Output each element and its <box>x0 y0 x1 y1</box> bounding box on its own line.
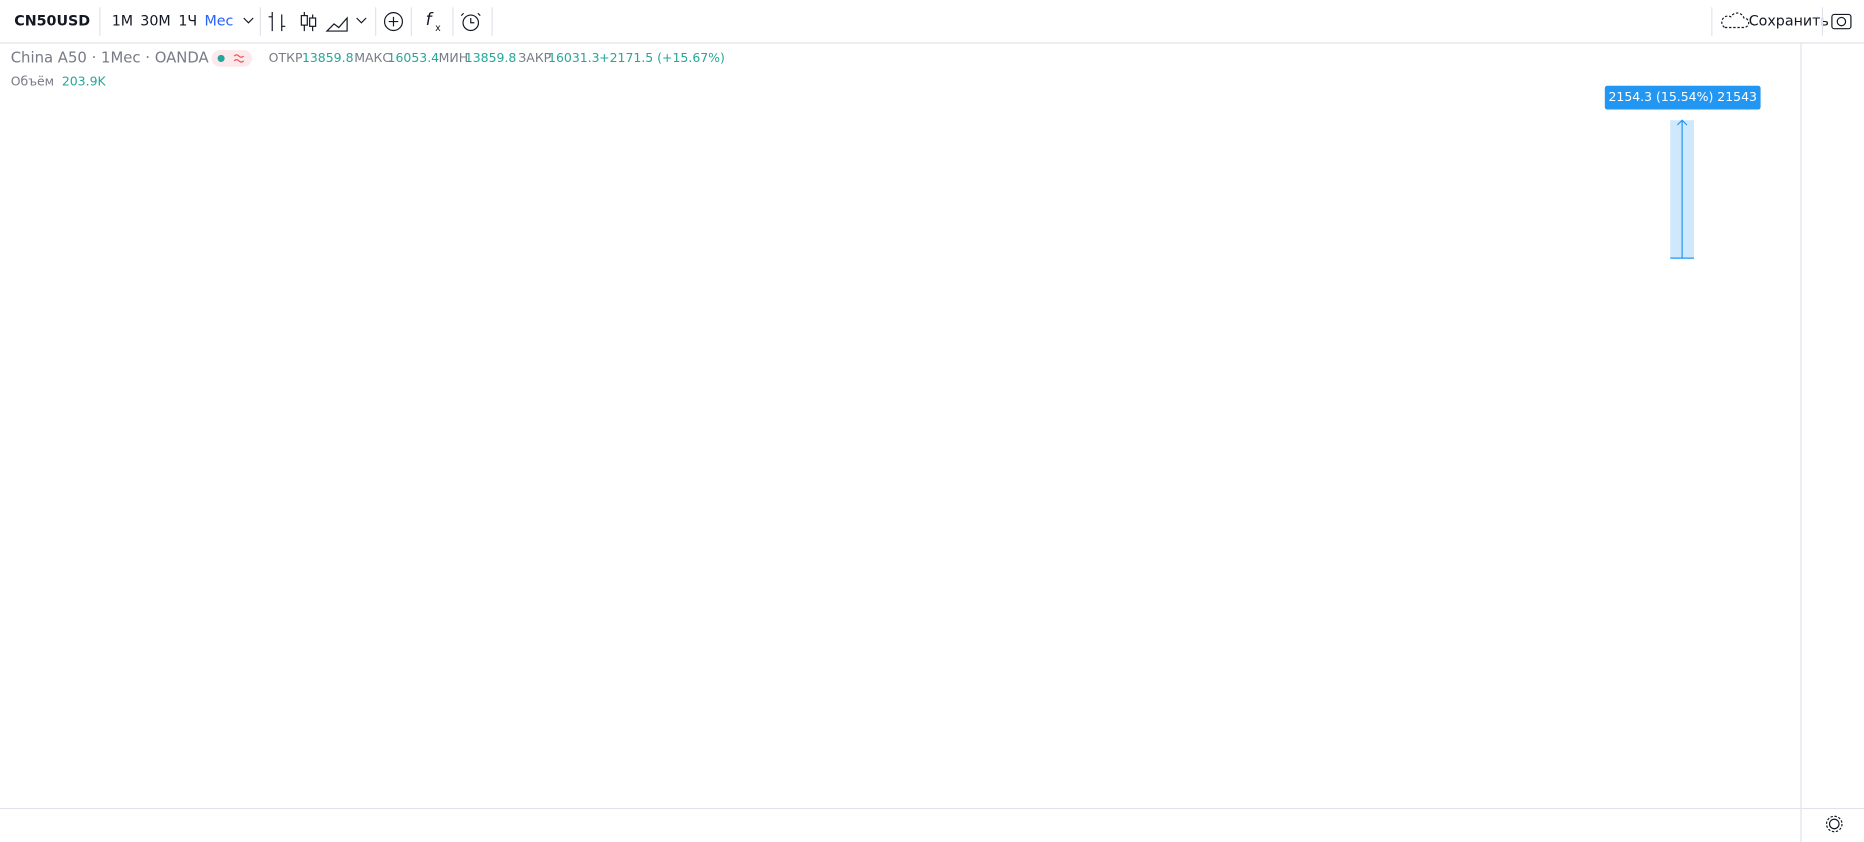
status-dot <box>217 54 225 62</box>
legend-label: ОТКР <box>269 50 303 65</box>
settings-icon[interactable] <box>1828 818 1840 830</box>
area-icon[interactable] <box>325 16 348 32</box>
legend-value: 16031.3 <box>548 50 600 65</box>
snapshot-icon[interactable] <box>1831 13 1852 30</box>
snapshot-icon[interactable] <box>1836 16 1847 27</box>
volume-value: 203.9K <box>62 74 107 89</box>
legend-label: МАКС <box>354 50 391 65</box>
alert-icon[interactable] <box>460 12 481 24</box>
indicators-icon[interactable]: f <box>426 10 434 29</box>
interval[interactable]: 1Ч <box>178 14 197 30</box>
measure-label-box <box>1604 85 1761 110</box>
save-button[interactable]: Сохранить <box>1749 14 1829 30</box>
legend-change: +2171.5 (+15.67%) <box>599 50 725 65</box>
dropdown-icon[interactable] <box>356 17 367 24</box>
legend-value: 16053.4 <box>388 50 440 65</box>
alert-icon[interactable] <box>462 14 480 32</box>
bars-icon[interactable] <box>268 12 286 32</box>
legend-label: МИН <box>439 50 468 65</box>
candles-icon[interactable] <box>309 17 317 27</box>
compare-icon[interactable] <box>383 12 403 32</box>
legend-value: 13859.8 <box>465 50 517 65</box>
candles-icon[interactable] <box>300 15 308 26</box>
measure-label: 2154.3 (15.54%) 21543 <box>1608 89 1757 104</box>
dropdown-icon[interactable] <box>243 17 254 24</box>
measure-arrow <box>1670 119 1695 259</box>
legend-value: 13859.8 <box>302 50 354 65</box>
status-icon <box>233 54 245 63</box>
toolbar <box>0 0 1864 43</box>
indicators-icon[interactable]: x <box>435 23 441 34</box>
legend-title: China A50 · 1Мес · OANDA <box>11 48 210 66</box>
volume-label: Объём <box>11 74 54 89</box>
legend-label: ЗАКР <box>518 50 551 65</box>
status-pill <box>211 50 253 67</box>
symbol[interactable]: CN50USD <box>14 14 90 30</box>
compare-icon[interactable] <box>388 16 399 27</box>
interval-active[interactable]: Мес <box>204 14 233 30</box>
interval[interactable]: 30М <box>140 14 170 30</box>
cloud-icon[interactable] <box>1721 12 1750 29</box>
settings-icon[interactable] <box>1825 815 1843 833</box>
interval[interactable]: 1М <box>112 14 133 30</box>
